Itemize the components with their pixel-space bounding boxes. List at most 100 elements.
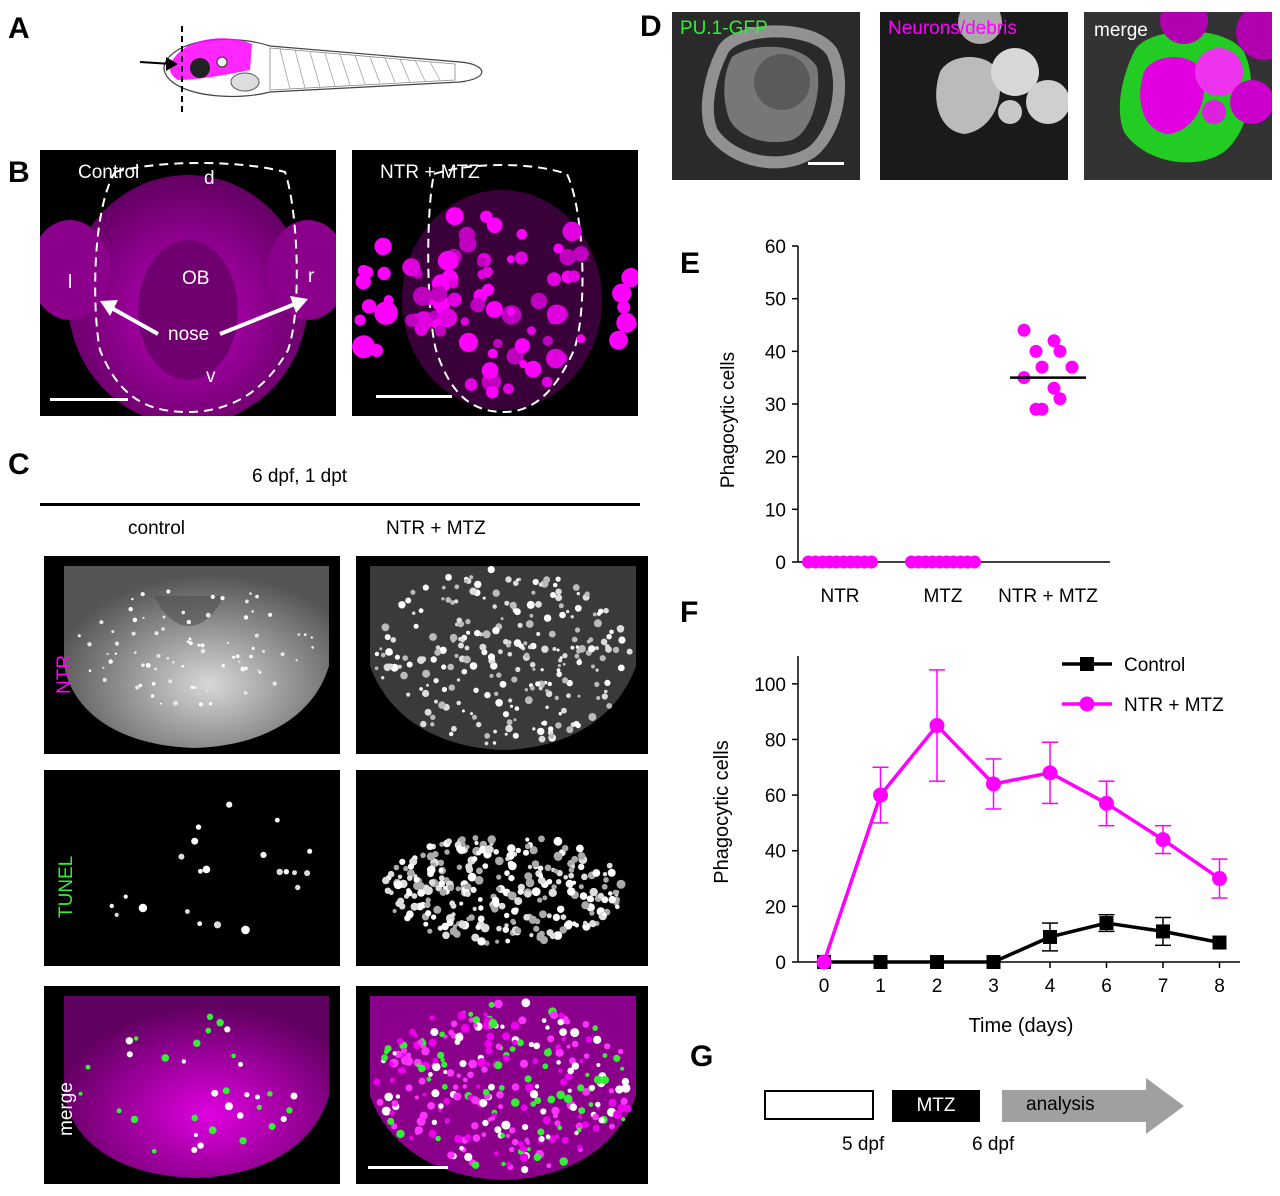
cell-speckle: [208, 702, 213, 706]
cell-speckle: [609, 330, 628, 350]
cell-speckle: [427, 1101, 435, 1110]
cell-speckle: [532, 1058, 539, 1065]
cell-speckle: [530, 292, 548, 310]
cell-speckle: [508, 698, 513, 703]
cell-speckle: [592, 1124, 600, 1132]
cell-speckle: [430, 914, 437, 920]
cell-speckle: [465, 844, 470, 850]
cell-speckle: [435, 645, 441, 650]
cell-speckle: [502, 711, 510, 718]
cell-speckle: [556, 648, 560, 652]
cell-speckle: [524, 890, 532, 898]
cell-speckle: [471, 1161, 480, 1169]
cell-speckle: [492, 589, 500, 597]
cell-speckle: [389, 1077, 395, 1083]
cell-speckle: [570, 645, 575, 650]
cell-speckle: [586, 895, 594, 903]
f-data-point: [1212, 935, 1227, 950]
cell-speckle: [387, 1117, 395, 1125]
cell-speckle: [501, 1161, 506, 1167]
cell-speckle: [615, 1085, 624, 1094]
cell-speckle: [173, 700, 178, 706]
cell-speckle: [490, 1116, 496, 1121]
cell-speckle: [249, 592, 252, 595]
cell-speckle: [494, 1126, 502, 1134]
cell-speckle: [574, 923, 579, 928]
cell-speckle: [276, 868, 283, 876]
cell-speckle: [128, 607, 133, 612]
cell-speckle: [406, 910, 414, 918]
panel-label-c: C: [8, 448, 30, 481]
column-label-treated: NTR + MTZ: [386, 518, 486, 539]
cell-speckle: [427, 870, 434, 878]
cell-speckle: [550, 891, 557, 897]
cell-speckle: [447, 277, 459, 289]
cell-speckle: [589, 887, 598, 897]
cell-speckle: [550, 592, 556, 598]
cell-speckle: [606, 634, 612, 640]
f-legend-marker: [1079, 696, 1095, 712]
cell-speckle: [461, 709, 465, 713]
cell-speckle: [377, 266, 391, 281]
cell-speckle: [392, 1051, 397, 1056]
cell-speckle: [537, 1128, 545, 1136]
cell-speckle: [256, 1104, 262, 1111]
cell-speckle: [546, 913, 552, 919]
cell-speckle: [468, 1017, 474, 1023]
cell-speckle: [528, 1041, 534, 1048]
cell-speckle: [478, 905, 484, 911]
cell-speckle: [268, 612, 273, 617]
cell-speckle: [430, 714, 436, 720]
cell-speckle: [568, 270, 580, 283]
cell-speckle: [537, 876, 546, 885]
cell-speckle: [374, 651, 380, 657]
cell-speckle: [459, 1146, 464, 1151]
cell-speckle: [427, 928, 433, 934]
cell-speckle: [546, 1163, 552, 1169]
f-data-point: [1155, 832, 1171, 848]
cell-speckle: [388, 650, 393, 656]
cell-speckle: [484, 1039, 493, 1048]
cell-speckle: [441, 686, 447, 693]
cell-speckle: [519, 1153, 529, 1162]
cell-speckle: [516, 1039, 524, 1047]
cell-speckle: [428, 1038, 437, 1047]
cell-speckle: [566, 693, 571, 699]
cell-speckle: [487, 835, 496, 844]
cell-speckle: [567, 887, 576, 896]
cell-speckle: [286, 1107, 293, 1114]
f-ytick-label: 40: [765, 842, 786, 863]
cell-speckle: [598, 1117, 605, 1124]
cell-speckle: [470, 886, 477, 893]
cell-speckle: [441, 1083, 448, 1090]
e-data-point: [1047, 381, 1061, 395]
cell-speckle: [609, 1123, 615, 1130]
cell-speckle: [467, 872, 477, 882]
cell-speckle: [381, 1106, 391, 1116]
cell-speckle: [542, 895, 548, 901]
cell-speckle: [376, 244, 387, 255]
cell-speckle: [486, 301, 503, 318]
cell-speckle: [485, 1047, 493, 1055]
cell-speckle: [517, 622, 523, 628]
cell-speckle: [614, 889, 620, 895]
f-ytick-label: 80: [765, 730, 786, 751]
cell-speckle: [556, 879, 562, 885]
cell-speckle: [500, 617, 504, 621]
cell-speckle: [527, 644, 533, 650]
cell-speckle: [533, 925, 540, 932]
cell-speckle: [626, 318, 637, 330]
cell-speckle: [576, 648, 582, 654]
cell-speckle: [552, 913, 560, 921]
cell-speckle: [616, 625, 625, 633]
cell-speckle: [244, 1092, 250, 1098]
cell-speckle: [581, 873, 588, 881]
cell-speckle: [577, 1144, 583, 1150]
cell-speckle: [541, 1018, 547, 1023]
cell-speckle: [522, 1124, 529, 1131]
cell-speckle: [161, 1054, 170, 1062]
cell-speckle: [508, 875, 515, 882]
cell-speckle: [561, 1136, 569, 1144]
cell-speckle: [507, 891, 515, 899]
cell-speckle: [577, 1084, 585, 1092]
